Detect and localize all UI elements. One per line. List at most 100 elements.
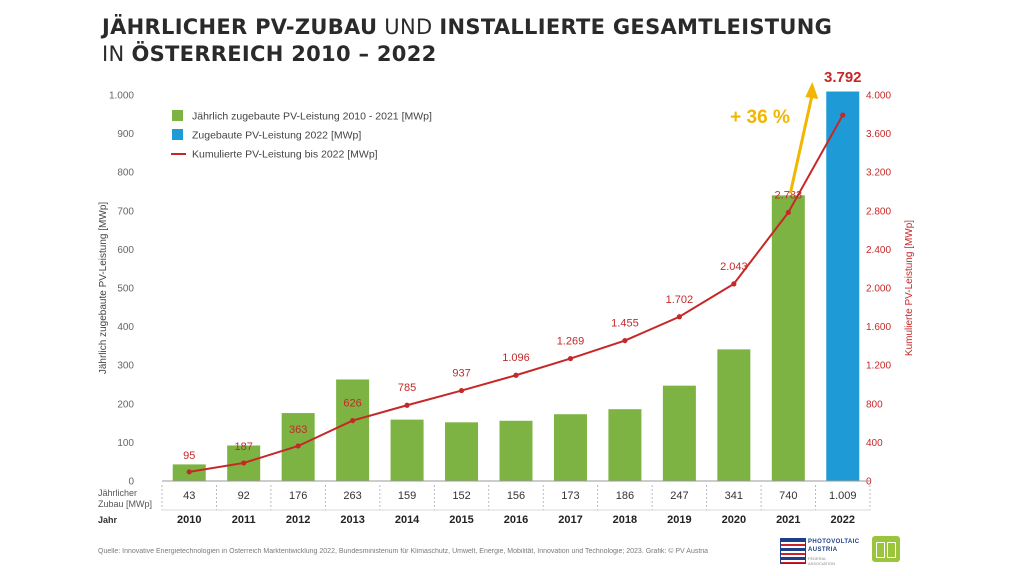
bar-annual xyxy=(771,195,805,482)
legend-swatch xyxy=(172,129,183,140)
pv-austria-logo: PHOTOVOLTAIC AUSTRIA FEDERAL ASSOCIATION xyxy=(780,536,859,566)
y-tick-right: 3.200 xyxy=(866,168,891,179)
y-tick-left: 1.000 xyxy=(109,91,134,102)
annual-value-label: 43 xyxy=(183,490,195,502)
annual-value-label: 1.009 xyxy=(829,490,857,502)
battery-logo-icon xyxy=(872,536,900,562)
year-label: 2019 xyxy=(667,514,691,526)
cumulative-label: 937 xyxy=(452,368,470,380)
cumulative-label: 1.702 xyxy=(666,294,694,306)
y-axis-label-right: Kumulierte PV-Leistung [MWp] xyxy=(904,220,915,356)
legend-label: Jährlich zugebaute PV-Leistung 2010 - 20… xyxy=(192,111,432,123)
y-tick-left: 600 xyxy=(117,245,134,256)
year-label: 2015 xyxy=(449,514,473,526)
source-note: Quelle: Innovative Energietechnologien i… xyxy=(98,548,709,555)
year-label: 2012 xyxy=(286,514,310,526)
cumulative-point xyxy=(458,387,465,394)
annual-value-label: 176 xyxy=(289,490,307,502)
annual-value-label: 247 xyxy=(670,490,688,502)
bar-annual xyxy=(662,385,696,481)
cumulative-label: 95 xyxy=(183,450,195,462)
bar-annual xyxy=(717,349,751,481)
y-tick-left: 100 xyxy=(117,438,134,449)
cumulative-label: 363 xyxy=(289,424,307,436)
annual-value-label: 156 xyxy=(507,490,525,502)
y-tick-right: 1.200 xyxy=(866,361,891,372)
cumulative-point xyxy=(350,417,356,424)
row-label-zubau: Zubau [MWp] xyxy=(98,499,152,509)
y-tick-left: 200 xyxy=(117,399,134,410)
bar-annual xyxy=(445,422,479,481)
y-tick-left: 400 xyxy=(117,322,134,333)
annual-value-label: 152 xyxy=(452,490,470,502)
y-tick-right: 2.000 xyxy=(866,284,891,295)
bar-annual xyxy=(608,409,642,481)
battery-icon-left xyxy=(876,542,885,558)
cumulative-point xyxy=(567,355,574,362)
cumulative-point xyxy=(404,402,410,408)
cumulative-label: 2.043 xyxy=(720,261,748,273)
y-tick-left: 800 xyxy=(117,168,134,179)
row-label-zubau: Jährlicher xyxy=(98,488,137,498)
logo-line-2: AUSTRIA xyxy=(808,547,838,553)
title-part-5: ÖSTERREICH 2010 – 2022 xyxy=(131,42,437,66)
cumulative-label: 1.269 xyxy=(557,336,585,348)
cumulative-point xyxy=(513,372,519,378)
bar-2022 xyxy=(826,91,860,481)
cumulative-label: 187 xyxy=(235,441,253,453)
y-tick-right: 0 xyxy=(866,477,872,488)
cumulative-point xyxy=(295,443,301,449)
title-part-1: JÄHRLICHER PV-ZUBAU xyxy=(102,15,378,39)
legend-label: Zugebaute PV-Leistung 2022 [MWp] xyxy=(192,130,361,142)
cumulative-point xyxy=(241,460,247,466)
bar-annual xyxy=(499,420,533,481)
logo-line-1: PHOTOVOLTAIC xyxy=(808,539,860,545)
y-tick-right: 3.600 xyxy=(866,129,891,140)
cumulative-point xyxy=(622,337,628,344)
logo-line-3: FEDERAL ASSOCIATION xyxy=(808,556,836,566)
title-part-2: UND xyxy=(377,15,440,39)
y-tick-left: 700 xyxy=(117,206,134,217)
annual-value-label: 159 xyxy=(398,490,416,502)
year-label: 2022 xyxy=(831,514,855,526)
cumulative-point xyxy=(186,469,192,475)
annual-value-label: 92 xyxy=(238,490,250,502)
annual-value-label: 186 xyxy=(616,490,634,502)
year-label: 2018 xyxy=(613,514,637,526)
logo-flag-icon xyxy=(780,538,806,564)
cumulative-label: 626 xyxy=(343,398,361,410)
title-part-4: IN xyxy=(102,42,132,66)
year-label: 2020 xyxy=(722,514,746,526)
cumulative-label: 1.455 xyxy=(611,318,639,330)
battery-icon-right xyxy=(887,542,896,558)
bar-annual xyxy=(553,414,587,481)
year-label: 2013 xyxy=(340,514,364,526)
cumulative-label: 2.783 xyxy=(775,189,803,201)
year-label: 2011 xyxy=(232,514,256,526)
legend-swatch xyxy=(172,110,183,121)
y-tick-left: 0 xyxy=(128,477,134,488)
growth-annotation: + 36 % xyxy=(730,107,790,128)
y-tick-right: 1.600 xyxy=(866,322,891,333)
cumulative-point xyxy=(840,112,846,118)
growth-arrow-head xyxy=(805,82,819,99)
chart-title: JÄHRLICHER PV-ZUBAU UND INSTALLIERTE GES… xyxy=(102,14,832,68)
row-label-year: Jahr xyxy=(98,515,118,525)
cumulative-label: 1.096 xyxy=(502,352,530,364)
year-label: 2016 xyxy=(504,514,528,526)
y-tick-left: 300 xyxy=(117,361,134,372)
year-label: 2010 xyxy=(177,514,201,526)
bar-annual xyxy=(336,379,370,481)
y-tick-right: 2.400 xyxy=(866,245,891,256)
y-tick-right: 400 xyxy=(866,438,883,449)
cumulative-point xyxy=(785,209,791,216)
y-axis-label-left: Jährlich zugebaute PV-Leistung [MWp] xyxy=(98,202,109,375)
year-label: 2014 xyxy=(395,514,420,526)
bar-annual xyxy=(390,419,424,481)
y-tick-left: 500 xyxy=(117,284,134,295)
logo-text: PHOTOVOLTAIC AUSTRIA xyxy=(808,538,859,554)
annual-value-label: 173 xyxy=(561,490,579,502)
year-label: 2021 xyxy=(776,514,800,526)
annual-value-label: 263 xyxy=(343,490,361,502)
cumulative-label: 785 xyxy=(398,382,416,394)
